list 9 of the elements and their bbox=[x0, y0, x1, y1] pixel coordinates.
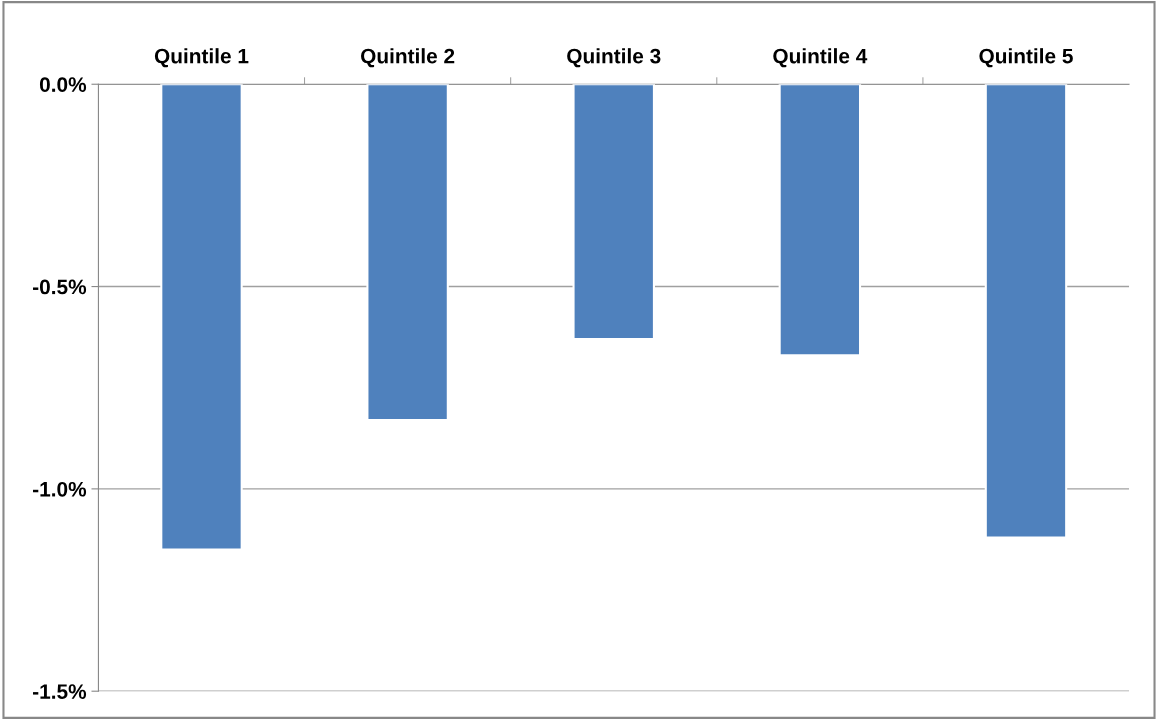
y-tick-label: -0.5% bbox=[33, 279, 87, 295]
x-tick-label: Quintile 1 bbox=[154, 48, 249, 68]
x-tick-label: Quintile 2 bbox=[361, 48, 455, 68]
y-tick-label: -1.0% bbox=[33, 481, 87, 497]
y-tick-label: -1.5% bbox=[33, 684, 87, 699]
y-tick-label: 0.0% bbox=[39, 77, 87, 92]
x-tick-label: Quintile 4 bbox=[773, 48, 868, 68]
x-tick-label: Quintile 5 bbox=[979, 48, 1073, 68]
x-tick-label: Quintile 3 bbox=[567, 48, 661, 68]
